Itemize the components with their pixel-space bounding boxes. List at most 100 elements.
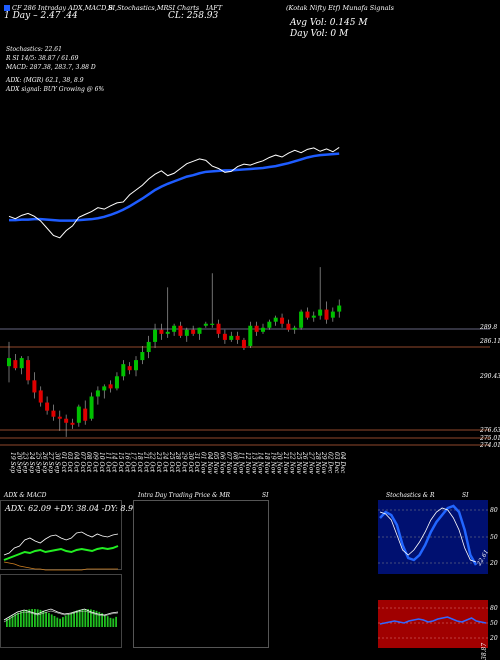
macd-histogram-bar [50,614,53,627]
date-label: 04 Nov [206,452,213,474]
candle-body [305,311,310,318]
price-line [8,147,340,239]
macd-histogram-bar [11,615,14,627]
stoch-d-line [379,507,477,563]
candle [45,396,50,415]
date-label: 21 Oct [142,451,149,473]
date-label: 12 Nov [244,452,251,474]
candle [318,267,323,320]
macd-histogram-bar [95,610,98,627]
date-label: 05 Nov [212,452,219,474]
macd-histogram-bar [101,613,103,627]
stoch-tick-label: 20 [489,560,498,567]
rsi-panel [378,600,488,648]
price-level-label: 286.11 [479,338,500,345]
macd-histogram-bar [104,614,106,627]
date-label: 24 Sep [28,451,35,473]
candle-body [254,325,259,332]
macd-histogram-bar [84,609,87,627]
macd-histogram-bar [78,609,81,627]
date-label: 25 Nov [295,451,302,474]
macd-histogram-bar [59,618,61,627]
macd-histogram-bar [48,613,50,627]
stoch-value-label: 22.61 [475,549,490,568]
header-title-mid3: IAFT [206,4,223,12]
legend-square-icon [4,5,10,11]
candle-body [203,323,208,326]
candle-body [13,360,18,369]
candle-body [7,358,11,367]
candle [38,386,43,407]
candle [222,329,227,344]
candle [165,287,170,338]
candle [121,360,126,381]
date-label: 29 Nov [320,451,327,474]
macd-histogram-bar [67,613,70,627]
adx-line [3,531,119,556]
candle-body [108,384,113,389]
candle-body [235,335,240,340]
date-label: 26 Sep [41,451,48,473]
candle-body [114,376,119,389]
macd-histogram-bar [34,609,36,627]
macd-histogram-bar [14,614,17,627]
candle-body [286,323,291,330]
day-change: 1 Day – 2.47 .44 [4,11,78,21]
date-label: 27 Sep [47,451,54,473]
adx-signal-readout: ADX signal: BUY Growing @ 6% [6,86,105,93]
candle-body [184,329,189,336]
candle-body [267,321,272,328]
candle [26,356,31,385]
candle-body [146,341,151,353]
candle [19,356,24,375]
macd-histogram-bar [28,609,31,627]
macd-histogram-bar [20,611,22,627]
candle-body [299,311,304,328]
candle [197,327,202,340]
intraday-panel-si: SI [262,492,269,499]
stoch-panel [378,500,488,574]
candle-body [165,331,170,334]
macd-histogram-bar [115,616,117,627]
candle [305,307,310,320]
date-label: 01 Nov [200,452,207,474]
candle [127,362,132,375]
date-label: 20 Nov [276,451,283,474]
candle [241,337,246,350]
macd-histogram-bar [25,609,28,627]
candle [32,372,37,399]
candle [57,410,62,431]
date-label: 18 Oct [136,452,143,473]
candle-body [318,309,323,316]
macd-histogram-bar [45,611,47,627]
candle-body [153,329,158,342]
candle-body [292,327,297,330]
candle-body [159,329,164,334]
date-label: 11 Nov [238,452,245,474]
date-label: 01 Oct [60,452,67,473]
date-label: 25 Oct [168,451,175,473]
header-line: CF 286 Intraday ADX,MACD,B [4,4,113,12]
candle [146,335,151,359]
macd-histogram-bar [31,609,33,627]
date-label: 11 Oct [104,452,111,473]
adx-panel-title: ADX & MACD [4,492,47,499]
date-label: 16 Oct [123,452,130,473]
macd-histogram-bar [92,610,95,627]
stoch-tick-label: 50 [490,534,498,541]
candle [292,325,297,334]
candle [7,341,11,383]
candle [64,414,69,437]
candle [172,323,177,336]
date-label: 20 Sep [15,451,22,473]
candle-body [19,358,24,369]
date-label: 10 Oct [98,452,105,473]
macd-histogram-bar [42,610,45,627]
candle [191,325,196,336]
price-level-label: 289.8 [479,324,497,331]
rsi-readout: R SI 14/5: 38.87 / 61.69 [6,55,79,62]
stoch-k-line [379,504,478,566]
candle-body [210,323,215,325]
